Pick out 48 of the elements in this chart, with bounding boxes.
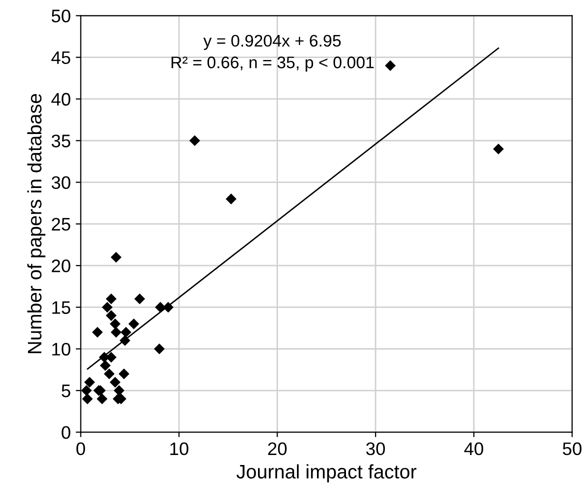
- y-axis-title: Number of papers in database: [27, 94, 46, 354]
- x-tick-label: 30: [366, 442, 385, 456]
- y-tick-label: 25: [52, 218, 70, 231]
- x-tick-label: 20: [268, 442, 287, 456]
- y-tick-label: 20: [52, 260, 70, 272]
- point: [226, 194, 236, 204]
- point: [154, 302, 166, 313]
- point: [81, 385, 92, 396]
- point: [104, 368, 115, 380]
- point: [493, 144, 504, 154]
- point: [162, 302, 174, 313]
- x-tick-label: 40: [464, 442, 484, 456]
- point: [92, 326, 103, 338]
- y-tick-label: 50: [52, 10, 70, 22]
- point: [106, 310, 117, 321]
- point: [106, 294, 117, 304]
- x-axis-title: Journal impact factor: [236, 464, 416, 482]
- point: [114, 385, 124, 396]
- y-tick-label: 30: [52, 176, 70, 189]
- x-tick-label: 50: [562, 442, 582, 456]
- point: [82, 393, 93, 404]
- point: [118, 368, 130, 380]
- point: [128, 318, 140, 330]
- y-tick-label: 5: [62, 384, 70, 398]
- y-tick-label: 35: [52, 134, 70, 148]
- y-tick-label: 10: [52, 342, 70, 356]
- point: [96, 393, 108, 404]
- x-tick-label: 0: [76, 442, 86, 456]
- annotation: R² = 0.66, n = 35, p < 0.001: [172, 56, 374, 72]
- point: [120, 335, 130, 346]
- y-tick-label: 45: [51, 51, 70, 64]
- point: [110, 376, 121, 388]
- point: [102, 302, 113, 313]
- x-tick-label: 10: [170, 442, 188, 456]
- point: [100, 360, 111, 371]
- point: [110, 326, 122, 338]
- point: [189, 135, 200, 146]
- y-tick-label: 40: [51, 92, 70, 106]
- point: [110, 252, 122, 263]
- annotation: y = 0.9204x + 6.95: [203, 34, 341, 50]
- y-tick-label: 0: [62, 426, 70, 439]
- point: [134, 294, 146, 304]
- point: [154, 344, 165, 354]
- y-tick-label: 15: [52, 301, 70, 314]
- point: [84, 376, 95, 388]
- point: [120, 326, 132, 338]
- point: [384, 60, 396, 72]
- point: [110, 318, 121, 330]
